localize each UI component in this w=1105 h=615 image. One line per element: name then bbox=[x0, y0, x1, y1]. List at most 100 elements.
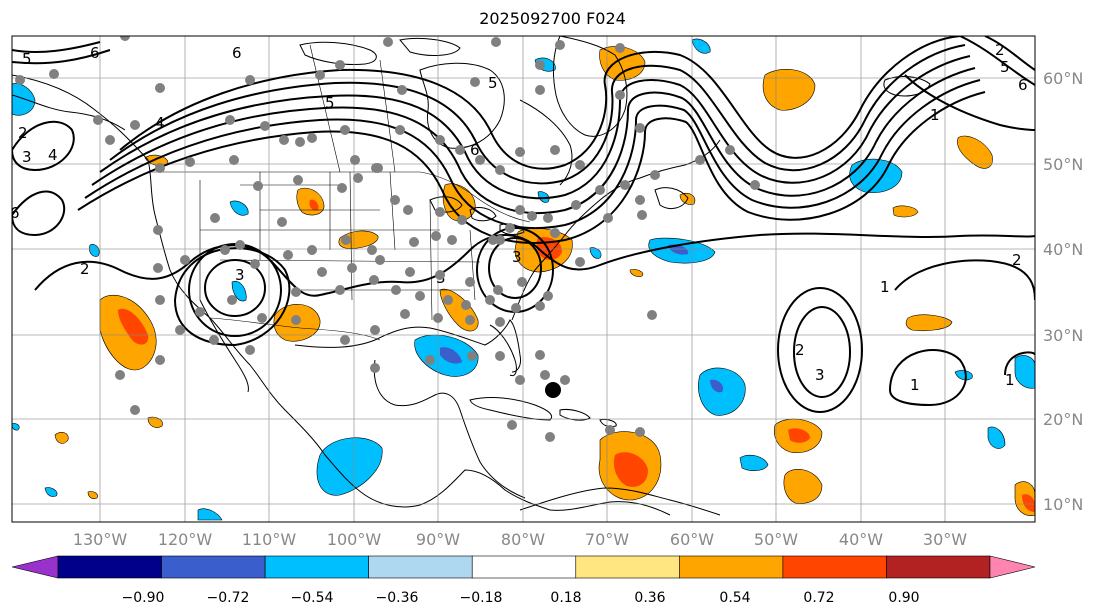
station-dot bbox=[120, 36, 130, 41]
colorbar-labels: −0.90 −0.72 −0.54 −0.36 −0.18 0.18 0.36 … bbox=[122, 590, 920, 606]
colorbar bbox=[11, 555, 1036, 579]
lon-label: 40°W bbox=[839, 530, 883, 549]
lon-label: 50°W bbox=[754, 530, 798, 549]
station-dot bbox=[369, 275, 379, 285]
station-dot bbox=[225, 115, 235, 125]
station-dot bbox=[425, 355, 435, 365]
station-dot bbox=[575, 160, 585, 170]
station-dot bbox=[130, 405, 140, 415]
station-dot bbox=[495, 235, 505, 245]
station-dot bbox=[725, 145, 735, 155]
station-dot bbox=[390, 195, 400, 205]
lon-label: 100°W bbox=[327, 530, 382, 549]
station-dot bbox=[603, 213, 613, 223]
station-dot bbox=[115, 370, 125, 380]
station-dot bbox=[447, 235, 457, 245]
lat-label: 60°N bbox=[1043, 69, 1083, 88]
station-dot bbox=[220, 245, 230, 255]
station-dot bbox=[635, 123, 645, 133]
colorbar-extend-low bbox=[11, 555, 59, 579]
station-dot bbox=[295, 137, 305, 147]
contour-label: 4 bbox=[155, 114, 165, 132]
colorbar-tick-label: 0.72 bbox=[803, 590, 834, 606]
station-dot bbox=[105, 135, 115, 145]
contour-label: 6 bbox=[10, 204, 20, 222]
contour-label: 2 bbox=[18, 124, 28, 142]
station-dot bbox=[229, 155, 239, 165]
station-dot bbox=[370, 325, 380, 335]
contour-lines bbox=[12, 36, 1035, 413]
station-dot bbox=[260, 121, 270, 131]
station-dot bbox=[227, 295, 237, 305]
station-markers bbox=[15, 36, 760, 442]
contour-label: 2 bbox=[795, 341, 805, 359]
station-dot bbox=[209, 335, 219, 345]
contour-label: 3 bbox=[512, 248, 522, 266]
station-dot bbox=[461, 300, 471, 310]
station-dot bbox=[750, 180, 760, 190]
lon-label: 70°W bbox=[585, 530, 629, 549]
station-dot bbox=[431, 231, 441, 241]
station-dot bbox=[647, 310, 657, 320]
colorbar-tick-label: 0.18 bbox=[550, 590, 581, 606]
station-dot bbox=[615, 90, 625, 100]
station-dot bbox=[515, 147, 525, 157]
contour-label: 1 bbox=[1005, 371, 1015, 389]
station-dot bbox=[317, 267, 327, 277]
colorbar-segment bbox=[679, 555, 784, 579]
station-dot bbox=[535, 350, 545, 360]
station-dot bbox=[615, 43, 625, 53]
station-dot bbox=[130, 120, 140, 130]
station-dot bbox=[505, 223, 515, 233]
station-dot bbox=[405, 267, 415, 277]
contour-label: 6 bbox=[470, 141, 480, 159]
station-dot bbox=[335, 60, 345, 70]
station-dot bbox=[435, 207, 445, 217]
contour-label: 6 bbox=[232, 44, 242, 62]
station-dot bbox=[543, 213, 553, 223]
station-dot bbox=[575, 257, 585, 267]
colorbar-segment bbox=[782, 555, 887, 579]
station-dot bbox=[279, 135, 289, 145]
station-dot bbox=[435, 270, 445, 280]
colorbar-tick-label: −0.90 bbox=[122, 590, 165, 606]
station-dot bbox=[383, 37, 393, 47]
station-dot bbox=[571, 200, 581, 210]
contour-label: 6 bbox=[90, 44, 100, 62]
lon-label: 30°W bbox=[923, 530, 967, 549]
station-dot bbox=[415, 291, 425, 301]
station-dot bbox=[391, 285, 401, 295]
contour-label: 2 bbox=[80, 260, 90, 278]
station-dot bbox=[375, 255, 385, 265]
contour-label: 1 bbox=[930, 106, 940, 124]
colorbar-segment bbox=[471, 555, 577, 579]
colorbar-tick-label: 0.90 bbox=[888, 590, 919, 606]
station-dot bbox=[555, 40, 565, 50]
station-dot bbox=[535, 85, 545, 95]
station-dot bbox=[488, 235, 498, 245]
station-dot bbox=[560, 375, 570, 385]
station-dot bbox=[370, 363, 380, 373]
colorbar-segment bbox=[886, 555, 991, 579]
station-dot bbox=[253, 181, 263, 191]
contour-label: 5 bbox=[22, 50, 32, 68]
station-dot bbox=[337, 183, 347, 193]
station-dot bbox=[175, 325, 185, 335]
station-dot bbox=[307, 133, 317, 143]
station-dot bbox=[250, 259, 260, 269]
station-dot bbox=[93, 115, 103, 125]
lon-label: 80°W bbox=[501, 530, 545, 549]
longitude-labels: 130°W 120°W 110°W 100°W 90°W 80°W 70°W 6… bbox=[73, 530, 967, 549]
station-dot bbox=[155, 163, 165, 173]
station-dot bbox=[535, 60, 545, 70]
station-dot bbox=[155, 83, 165, 93]
station-dot bbox=[15, 75, 25, 85]
station-dot bbox=[457, 215, 467, 225]
station-dot bbox=[695, 155, 705, 165]
lat-label: 20°N bbox=[1043, 410, 1083, 429]
station-dot bbox=[595, 185, 605, 195]
station-dot bbox=[403, 205, 413, 215]
lon-label: 130°W bbox=[73, 530, 128, 549]
station-dot bbox=[195, 307, 205, 317]
